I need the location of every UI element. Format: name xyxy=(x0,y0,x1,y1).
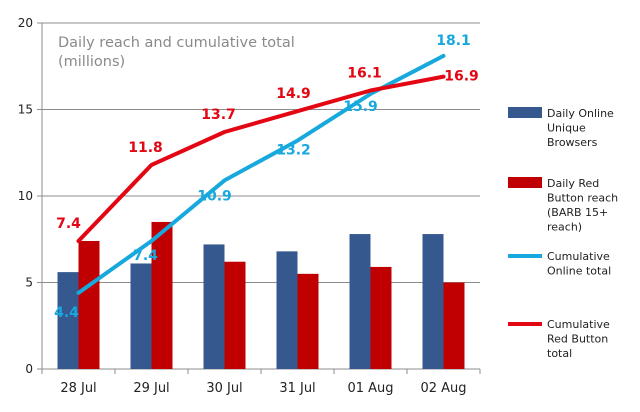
bar xyxy=(151,221,173,369)
legend-label: Red Button xyxy=(547,333,608,346)
legend-label: Button reach xyxy=(547,192,618,205)
bar xyxy=(422,234,444,369)
axes xyxy=(37,22,481,374)
legend-label: Daily Red xyxy=(547,177,599,190)
bar xyxy=(203,244,225,369)
data-label: 13.7 xyxy=(201,107,236,123)
bar xyxy=(130,263,152,369)
legend-label: (BARB 15+ xyxy=(547,206,608,219)
gridlines xyxy=(42,22,480,283)
x-tick-label: 29 Jul xyxy=(133,381,169,396)
data-label: 16.9 xyxy=(444,69,479,85)
data-label: 14.9 xyxy=(276,86,311,102)
bar xyxy=(78,240,100,369)
y-tick-label: 20 xyxy=(18,16,33,30)
legend-label: Browsers xyxy=(547,136,598,149)
bar xyxy=(224,261,246,369)
tick-labels: 0 5 10 15 20 28 Jul 29 Jul 30 Jul 31 Jul 01 Aug 02… xyxy=(18,16,467,396)
chart-title: Daily reach and cumulative total (millio… xyxy=(58,35,295,70)
legend-label: total xyxy=(547,347,572,360)
data-label: 7.4 xyxy=(133,248,158,264)
bar xyxy=(370,266,392,369)
y-tick-label: 5 xyxy=(25,276,33,290)
bars xyxy=(57,221,465,369)
x-tick-label: 30 Jul xyxy=(206,381,242,396)
bar xyxy=(276,251,298,369)
y-tick-label: 0 xyxy=(25,362,33,376)
y-tick-label: 15 xyxy=(18,103,33,117)
legend-label: Online total xyxy=(547,265,611,278)
legend-label: Cumulative xyxy=(547,318,610,331)
data-label: 7.4 xyxy=(56,216,81,232)
legend-label: Daily Online xyxy=(547,107,614,120)
legend-label: Cumulative xyxy=(547,250,610,263)
series-lines xyxy=(76,53,446,295)
legend-label: Unique xyxy=(547,122,586,135)
bar xyxy=(443,282,465,369)
data-labels: 4.4 7.4 10.9 13.2 15.9 18.1 7.4 11.8 13.7 14.9 16.… xyxy=(54,33,479,321)
y-tick-label: 10 xyxy=(18,189,33,203)
chart-title-line-1: Daily reach and cumulative total xyxy=(58,35,295,51)
legend-swatch xyxy=(508,107,542,118)
chart-title-line-2: (millions) xyxy=(58,54,125,70)
x-tick-label: 01 Aug xyxy=(347,381,393,396)
bar xyxy=(57,272,79,369)
data-label: 16.1 xyxy=(347,65,382,81)
legend-swatch xyxy=(508,177,542,188)
data-label: 18.1 xyxy=(436,33,471,49)
x-tick-label: 31 Jul xyxy=(279,381,315,396)
data-label: 11.8 xyxy=(128,140,163,156)
bar xyxy=(297,273,319,369)
data-label: 10.9 xyxy=(197,188,232,204)
legend-label: reach) xyxy=(547,221,582,234)
data-label: 13.2 xyxy=(276,143,311,159)
data-label: 15.9 xyxy=(343,99,378,115)
x-tick-label: 28 Jul xyxy=(60,381,96,396)
series-line xyxy=(76,74,446,243)
x-tick-label: 02 Aug xyxy=(420,381,466,396)
data-label: 4.4 xyxy=(54,305,79,321)
bar xyxy=(349,234,371,369)
